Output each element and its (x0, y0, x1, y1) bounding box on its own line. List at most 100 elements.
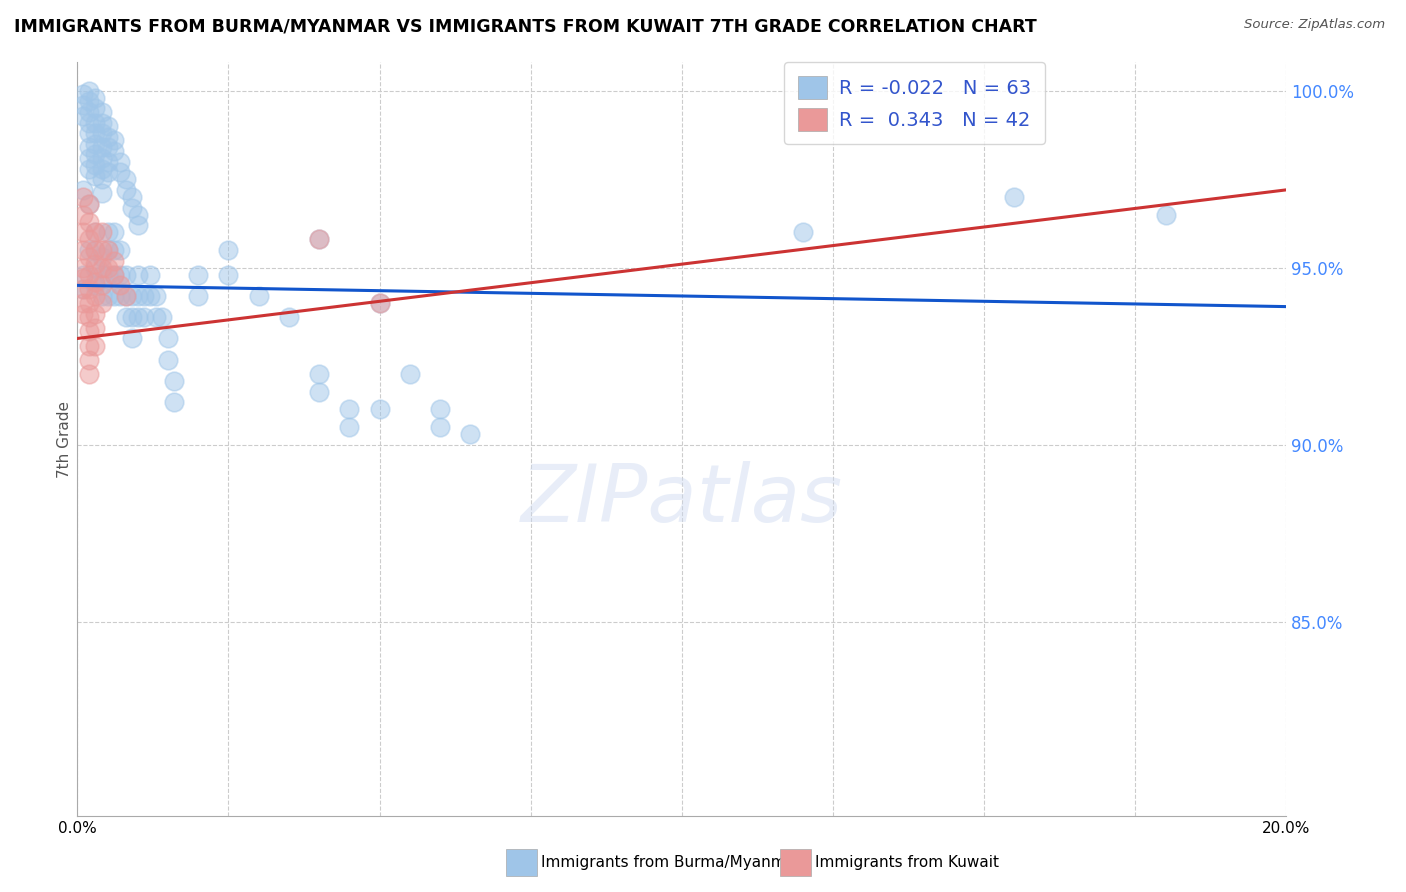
Point (84, 91, 107, 105)
Point (72, 296, 94, 310)
Point (127, 268, 149, 282)
Point (145, 289, 167, 303)
Point (72, 268, 94, 282)
Point (103, 225, 125, 239)
Point (187, 268, 209, 282)
Legend: R = -0.022   N = 63, R =  0.343   N = 42: R = -0.022 N = 63, R = 0.343 N = 42 (785, 62, 1045, 145)
Point (96, 119, 118, 133)
Point (103, 253, 125, 268)
Point (308, 232, 330, 246)
Point (108, 165, 131, 179)
Point (79, 310, 101, 325)
Point (121, 289, 143, 303)
Point (90, 161, 112, 176)
Point (79, 243, 101, 257)
Point (79, 151, 101, 165)
Point (84, 225, 107, 239)
Point (90, 260, 112, 275)
Point (368, 296, 391, 310)
Point (79, 325, 101, 339)
Point (79, 140, 101, 154)
Point (368, 402, 391, 417)
Point (79, 282, 101, 296)
Point (96, 243, 118, 257)
Point (79, 268, 101, 282)
Point (72, 260, 94, 275)
Point (79, 105, 101, 120)
Point (96, 129, 118, 144)
Point (308, 367, 330, 381)
Point (121, 331, 143, 345)
Point (218, 268, 240, 282)
Point (150, 310, 173, 325)
Point (108, 278, 131, 293)
Point (1154, 208, 1177, 222)
Point (84, 225, 107, 239)
Point (90, 289, 112, 303)
Point (84, 275, 107, 289)
Point (108, 289, 131, 303)
Point (458, 427, 481, 442)
Point (90, 151, 112, 165)
Point (90, 243, 112, 257)
Point (79, 352, 101, 367)
Point (96, 165, 118, 179)
Point (114, 172, 136, 186)
Point (114, 268, 136, 282)
Point (108, 154, 131, 169)
Point (84, 257, 107, 271)
Point (72, 87, 94, 102)
Point (114, 289, 136, 303)
Point (103, 289, 125, 303)
Text: ZIPatlas: ZIPatlas (520, 460, 844, 539)
Point (96, 225, 118, 239)
Point (90, 172, 112, 186)
Point (163, 395, 186, 409)
Point (139, 268, 162, 282)
Text: Source: ZipAtlas.com: Source: ZipAtlas.com (1244, 18, 1385, 31)
Point (121, 190, 143, 204)
Point (79, 161, 101, 176)
Point (79, 126, 101, 140)
Point (218, 243, 240, 257)
Point (114, 289, 136, 303)
Point (127, 289, 149, 303)
Point (72, 282, 94, 296)
Point (308, 232, 330, 246)
Point (157, 331, 180, 345)
Point (79, 197, 101, 211)
Point (127, 310, 149, 325)
Y-axis label: 7th Grade: 7th Grade (56, 401, 72, 478)
Point (90, 268, 112, 282)
Point (72, 243, 94, 257)
Point (127, 208, 149, 222)
Text: Immigrants from Burma/Myanmar: Immigrants from Burma/Myanmar (541, 855, 801, 870)
Point (114, 183, 136, 197)
Point (84, 278, 107, 293)
Point (1004, 190, 1026, 204)
Point (308, 384, 330, 399)
Point (72, 307, 94, 321)
Point (84, 126, 107, 140)
Point (96, 268, 118, 282)
Point (79, 296, 101, 310)
Point (96, 154, 118, 169)
Point (114, 310, 136, 325)
Point (108, 268, 131, 282)
Point (90, 250, 112, 264)
Point (90, 105, 112, 120)
Point (103, 144, 125, 158)
Point (792, 225, 814, 239)
Point (132, 310, 155, 325)
Point (163, 374, 186, 388)
Point (90, 126, 112, 140)
Point (79, 367, 101, 381)
Point (72, 190, 94, 204)
Point (90, 186, 112, 201)
Point (79, 115, 101, 129)
Point (84, 307, 107, 321)
Point (84, 158, 107, 172)
Point (84, 136, 107, 151)
Point (84, 169, 107, 183)
Point (79, 250, 101, 264)
